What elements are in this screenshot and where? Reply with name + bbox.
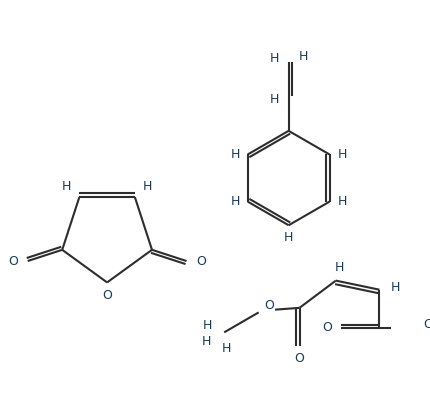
Text: H: H [269, 94, 278, 106]
Text: H: H [337, 195, 346, 208]
Text: H: H [201, 335, 210, 348]
Text: H: H [283, 231, 293, 245]
Text: H: H [230, 148, 239, 161]
Text: H: H [269, 52, 278, 65]
Text: O: O [294, 352, 304, 365]
Text: H: H [428, 334, 430, 347]
Text: O: O [102, 289, 112, 302]
Text: H: H [221, 342, 230, 355]
Text: O: O [321, 321, 331, 334]
Text: H: H [142, 180, 152, 193]
Text: H: H [334, 261, 343, 275]
Text: O: O [264, 299, 274, 312]
Text: H: H [62, 180, 71, 193]
Text: H: H [203, 319, 212, 332]
Text: H: H [230, 195, 239, 208]
Text: H: H [298, 50, 307, 63]
Text: O: O [196, 255, 206, 267]
Text: O: O [423, 318, 430, 331]
Text: H: H [390, 281, 399, 295]
Text: O: O [8, 255, 18, 267]
Text: H: H [337, 148, 346, 161]
